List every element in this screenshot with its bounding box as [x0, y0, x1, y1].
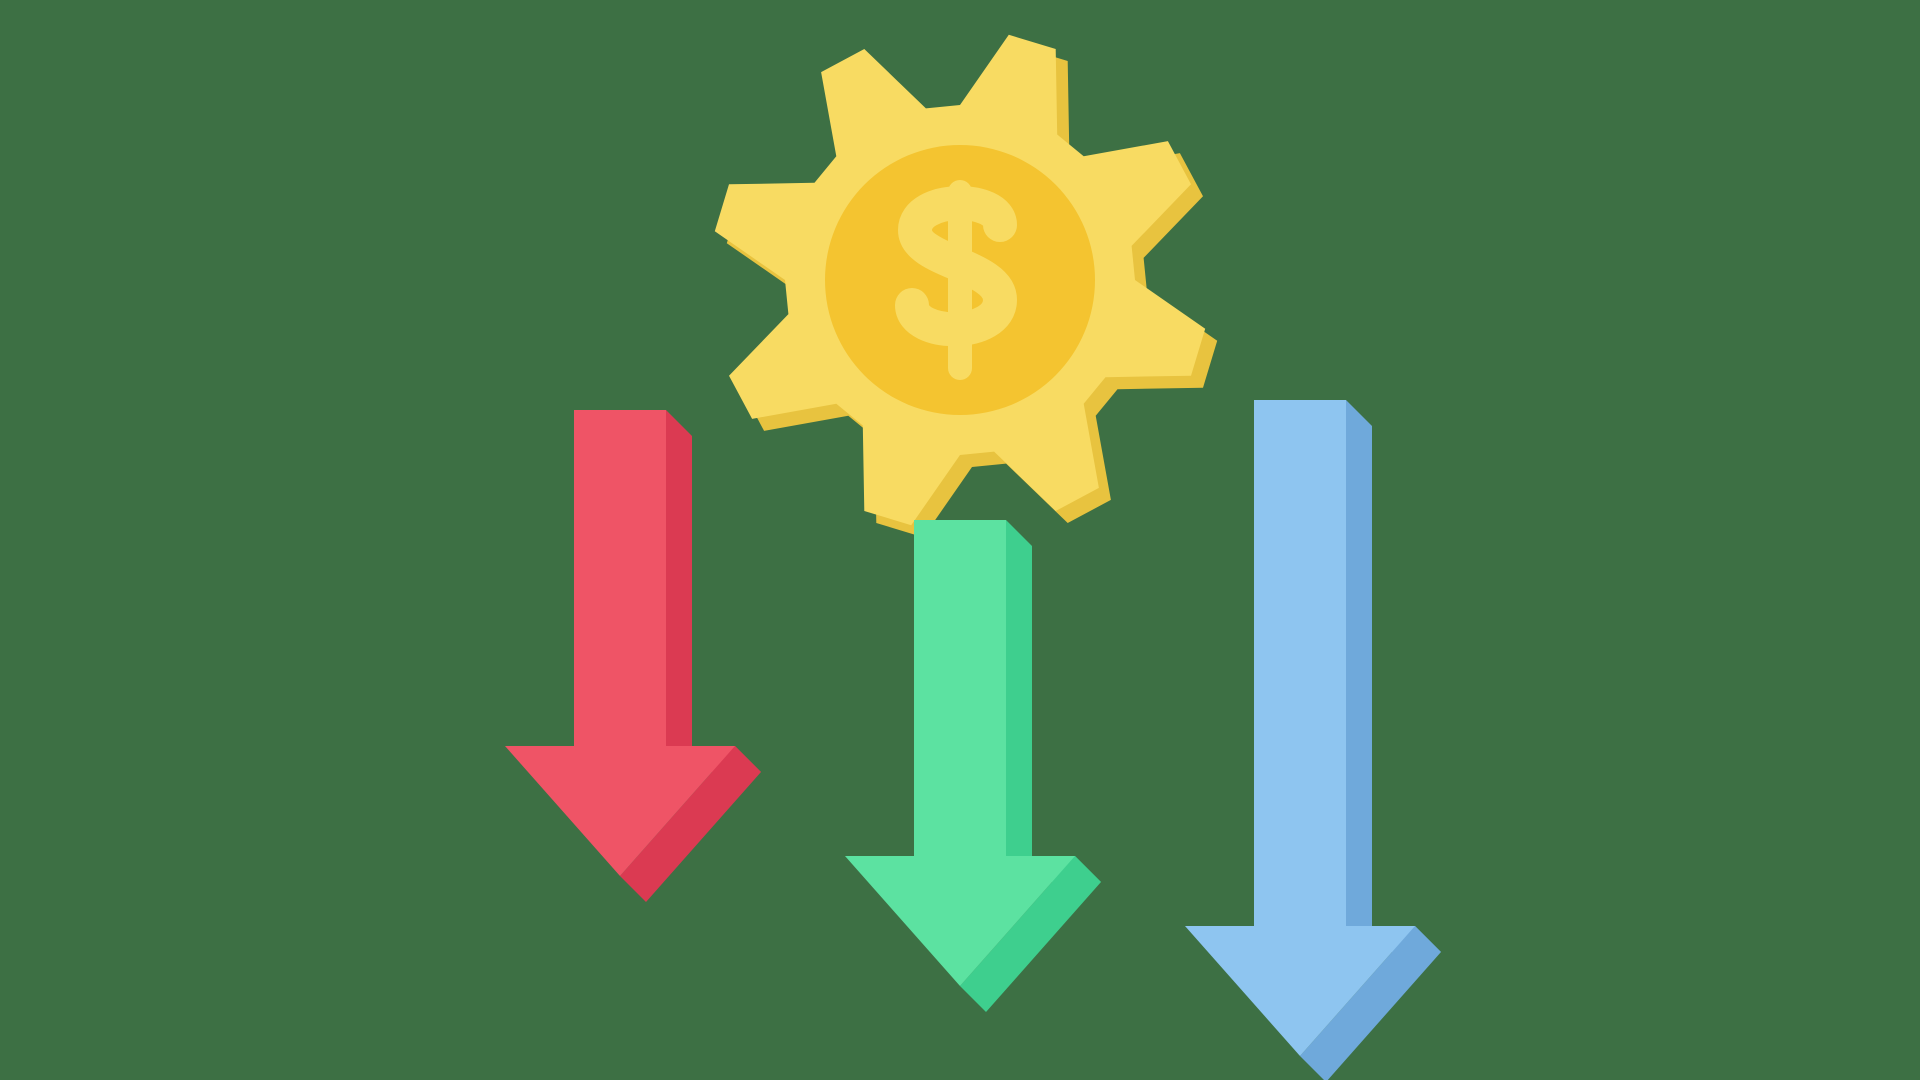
- cost-reduction-infographic: [0, 0, 1920, 1080]
